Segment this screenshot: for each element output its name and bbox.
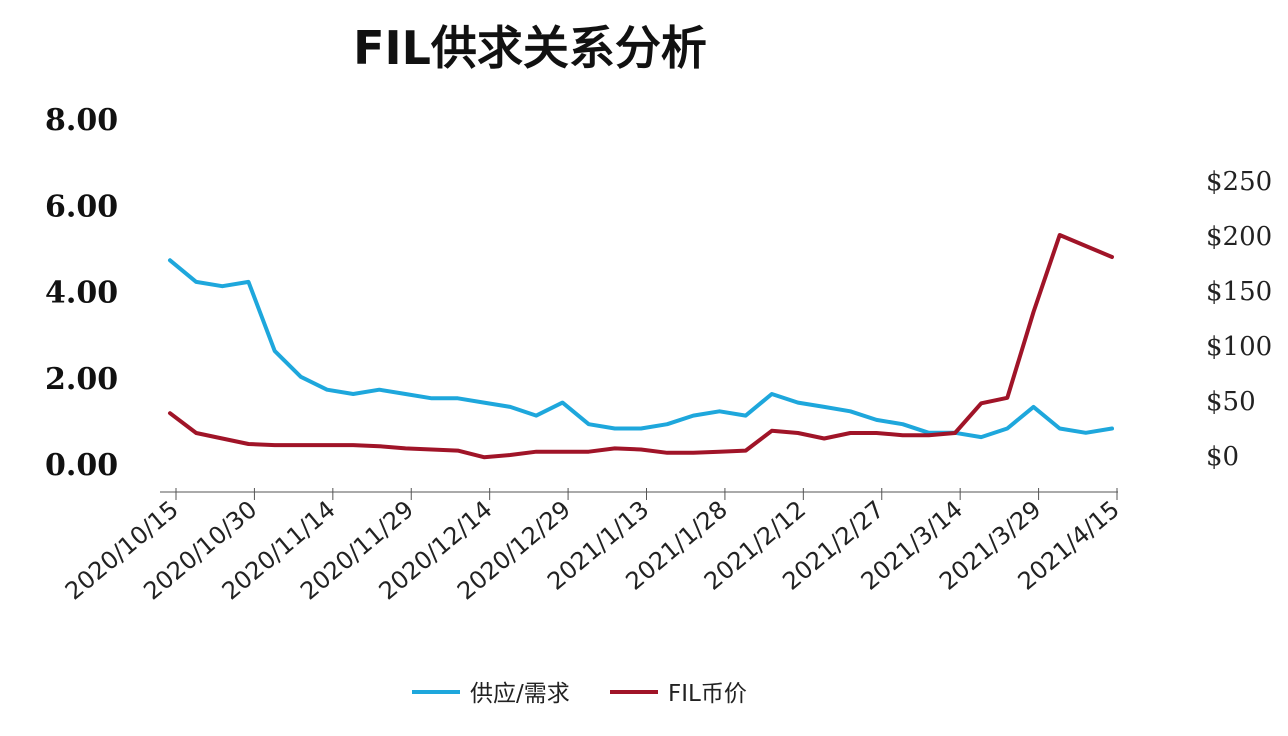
- legend: 供应/需求 FIL币价: [412, 681, 747, 707]
- chart-title: FIL供求关系分析: [353, 21, 707, 75]
- y-right-tick-label: $250: [1206, 167, 1272, 197]
- y-left-tick-label: 8.00: [45, 103, 118, 138]
- y-right-tick-label: $50: [1206, 387, 1256, 417]
- series-line: [168, 233, 1114, 460]
- y-left-tick-label: 0.00: [45, 448, 118, 483]
- x-tick-marks: [175, 488, 1118, 500]
- y-left-tick-labels: 8.00 6.00 4.00 2.00 0.00: [45, 103, 118, 483]
- y-left-tick-label: 4.00: [45, 276, 118, 311]
- y-right-tick-label: $200: [1206, 222, 1272, 252]
- series-lines: [168, 233, 1114, 460]
- y-left-tick-label: 2.00: [45, 362, 118, 397]
- y-right-tick-labels: $250 $200 $150 $100 $50 $0: [1206, 167, 1272, 472]
- series-line: [168, 258, 1114, 440]
- y-left-tick-label: 6.00: [45, 189, 118, 224]
- y-right-tick-label: $150: [1206, 277, 1272, 307]
- legend-label: 供应/需求: [470, 681, 570, 707]
- legend-label: FIL币价: [668, 681, 747, 707]
- y-right-tick-label: $0: [1206, 442, 1239, 472]
- x-tick-labels: 2020/10/152020/10/302020/11/142020/11/29…: [60, 495, 1125, 605]
- y-right-tick-label: $100: [1206, 332, 1272, 362]
